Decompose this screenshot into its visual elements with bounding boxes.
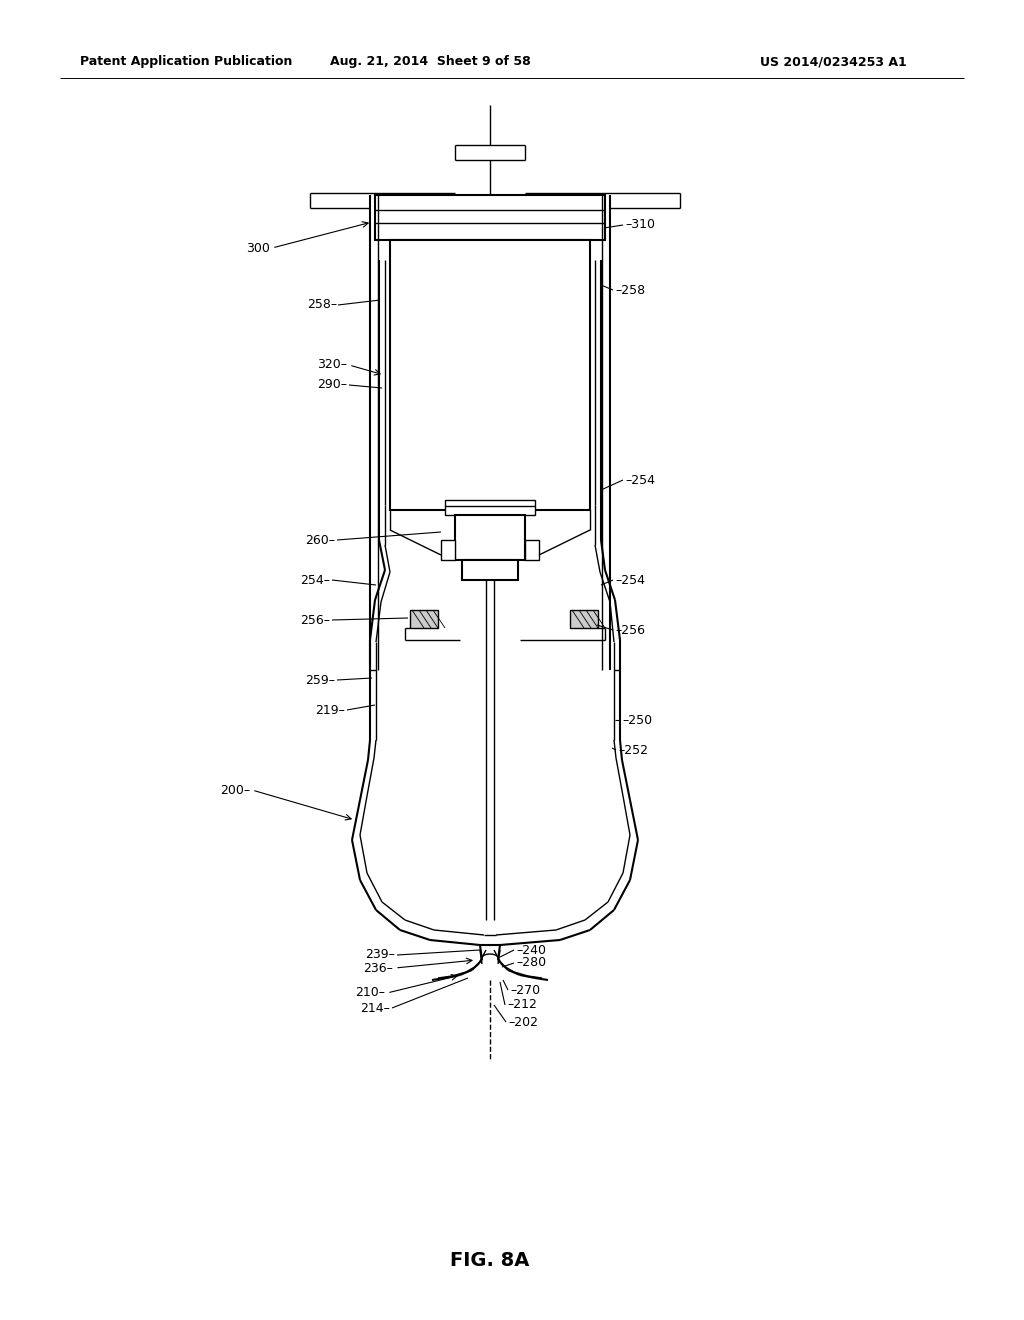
Bar [375,195,605,240]
Text: –280: –280 [516,957,546,969]
Text: 219–: 219– [315,704,345,717]
Bar [445,500,535,515]
Text: US 2014/0234253 A1: US 2014/0234253 A1 [760,55,906,69]
Text: 256–: 256– [300,614,330,627]
Text: 239–: 239– [366,949,395,961]
Bar [441,540,455,560]
Text: –202: –202 [508,1015,538,1028]
Bar [525,540,539,560]
Bar [390,240,590,510]
Text: –256: –256 [615,623,645,636]
Text: 300: 300 [246,242,270,255]
Bar [570,610,598,628]
Text: 210–: 210– [355,986,385,999]
Text: Patent Application Publication: Patent Application Publication [80,55,293,69]
Bar [455,515,525,560]
Text: 259–: 259– [305,673,335,686]
Text: –254: –254 [625,474,655,487]
Bar [462,560,518,579]
Text: 320–: 320– [317,359,347,371]
Text: –252: –252 [618,743,648,756]
Text: –254: –254 [615,573,645,586]
Text: –270: –270 [510,983,540,997]
Bar [410,610,438,628]
Text: FIG. 8A: FIG. 8A [451,1250,529,1270]
Text: 254–: 254– [300,573,330,586]
Text: –258: –258 [615,284,645,297]
Text: –250: –250 [622,714,652,726]
Text: –310: –310 [625,219,655,231]
Text: Aug. 21, 2014  Sheet 9 of 58: Aug. 21, 2014 Sheet 9 of 58 [330,55,530,69]
Text: 258–: 258– [307,298,337,312]
Text: 290–: 290– [317,379,347,392]
Text: 236–: 236– [364,961,393,974]
Text: –212: –212 [507,998,537,1011]
Text: –240: –240 [516,944,546,957]
Text: 200–: 200– [220,784,250,796]
Text: 260–: 260– [305,533,335,546]
Text: 214–: 214– [360,1002,390,1015]
